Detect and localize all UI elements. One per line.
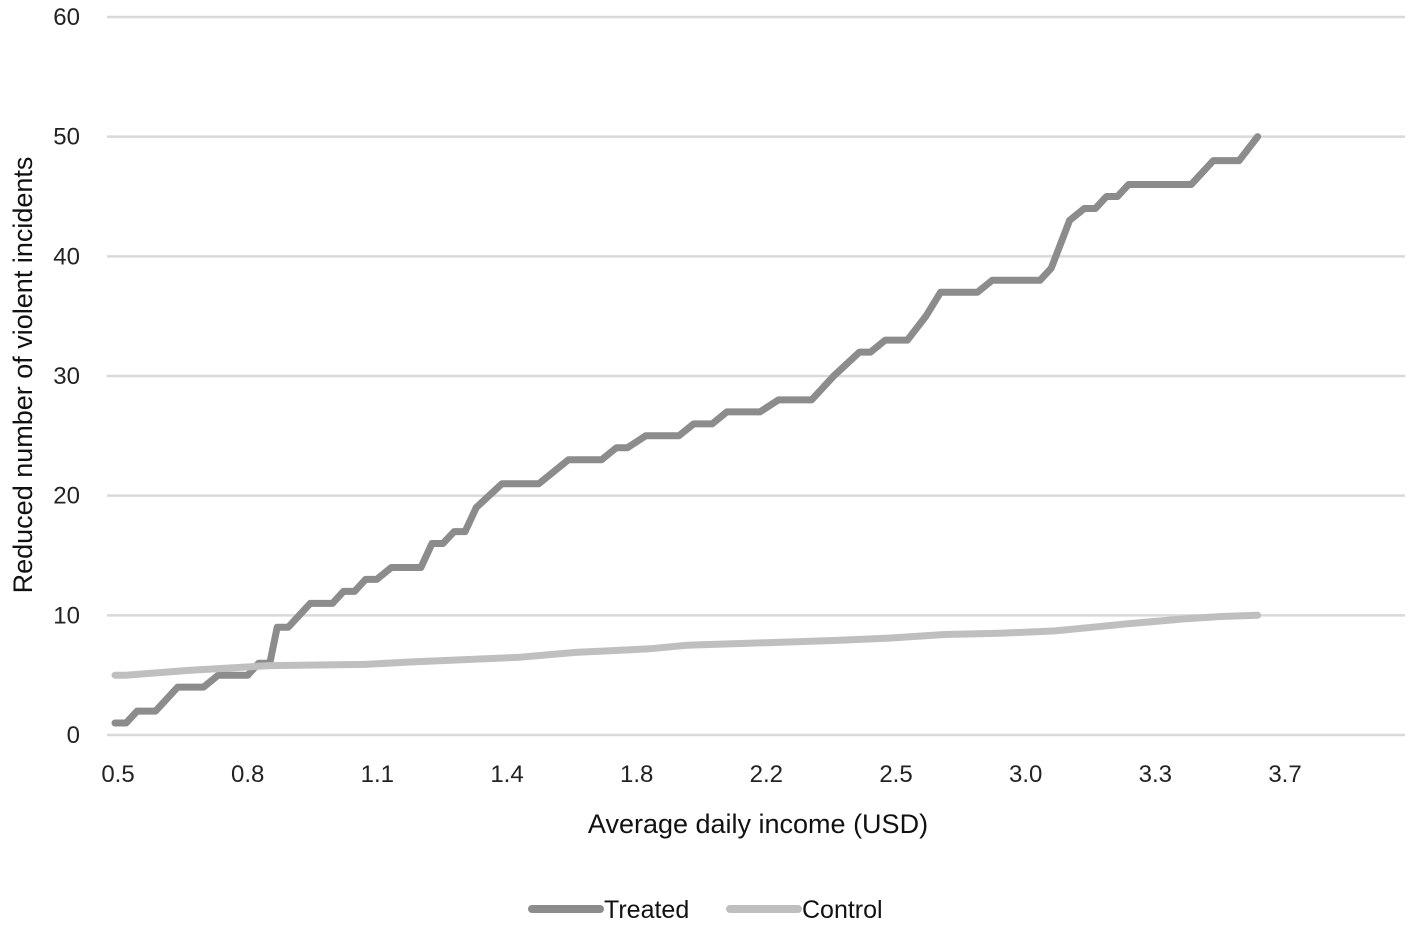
x-axis-title: Average daily income (USD): [588, 809, 928, 839]
legend-label-treated: Treated: [604, 896, 689, 924]
y-axis-title: Reduced number of violent incidents: [8, 157, 38, 594]
y-tick-label: 10: [53, 602, 80, 629]
y-tick-label: 30: [53, 363, 80, 390]
legend: Treated Control: [528, 896, 883, 924]
series-line-treated: [111, 133, 1262, 727]
series-lines: [111, 133, 1262, 727]
x-tick-label: 2.5: [879, 761, 912, 788]
y-axis-ticks: 0 10 20 30 40 50 60: [53, 4, 80, 749]
x-tick-label: 1.1: [361, 761, 394, 788]
y-tick-label: 60: [53, 4, 80, 31]
y-tick-label: 40: [53, 243, 80, 270]
y-tick-label: 20: [53, 483, 80, 510]
x-tick-label: 3.0: [1009, 761, 1042, 788]
series-line-control: [111, 611, 1262, 679]
y-tick-label: 0: [67, 722, 80, 749]
x-tick-label: 1.4: [490, 761, 523, 788]
x-tick-label: 0.5: [101, 761, 134, 788]
x-tick-label: 1.8: [620, 761, 653, 788]
x-tick-label: 3.3: [1139, 761, 1172, 788]
x-tick-label: 3.7: [1268, 761, 1301, 788]
x-tick-label: 0.8: [231, 761, 264, 788]
x-axis-ticks: 0.5 0.8 1.1 1.4 1.8 2.2 2.5 3.0 3.3 3.7: [101, 761, 1301, 788]
legend-label-control: Control: [802, 896, 883, 924]
x-tick-label: 2.2: [750, 761, 783, 788]
y-tick-label: 50: [53, 124, 80, 151]
gridlines: [107, 15, 1405, 737]
